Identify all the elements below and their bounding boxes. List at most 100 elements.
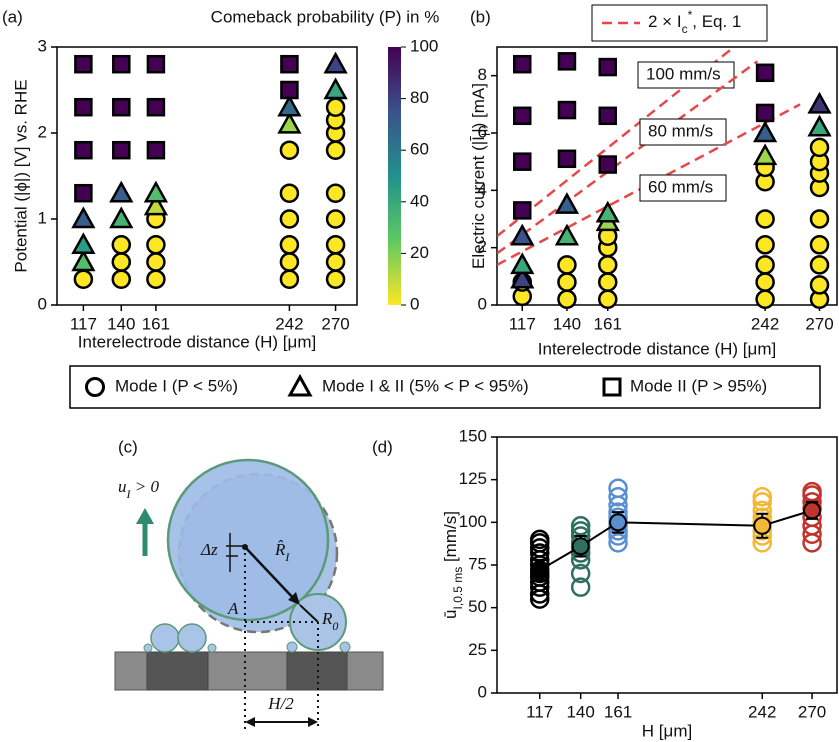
point [598, 57, 617, 77]
colorbar-tick-label: 60 [410, 140, 429, 159]
point [325, 252, 346, 272]
point [279, 269, 300, 289]
colorbar-label: Comeback probability (P) in % [211, 7, 440, 26]
point [111, 235, 132, 255]
sample [608, 478, 628, 498]
sample [529, 538, 550, 558]
point [146, 54, 166, 74]
radius-label: R0 [321, 609, 338, 633]
point [74, 183, 93, 203]
point-label: A [227, 599, 239, 618]
point [143, 193, 169, 216]
panel-label: (a) [2, 7, 23, 26]
label-part: c [682, 22, 688, 36]
x-tick-label: 117 [526, 702, 553, 721]
y-tick-label: 2 [38, 122, 47, 141]
point [112, 140, 131, 160]
point [597, 272, 618, 292]
x-tick-label: 270 [798, 702, 826, 721]
point [557, 272, 577, 292]
distance-label: H/2 [267, 694, 294, 713]
point [557, 149, 577, 169]
guide-line [497, 60, 759, 255]
line-label: 100 mm/s [646, 64, 721, 83]
x-tick-label: 161 [142, 314, 170, 333]
point [279, 209, 300, 229]
label-part: 2 × [648, 12, 677, 31]
point [146, 97, 166, 117]
point [112, 97, 131, 117]
label-part: u [118, 477, 127, 496]
point [111, 252, 132, 272]
velocity-label: uI > 0 [118, 477, 159, 501]
x-axis-label: Interelectrode distance (H) [μm] [78, 332, 316, 351]
x-tick-label: 161 [594, 314, 622, 333]
point [598, 155, 617, 174]
y-tick-label: 0 [478, 682, 487, 701]
point [287, 373, 313, 397]
point [595, 200, 620, 223]
y-axis-label: ūI,0.5 ms [mm/s] [441, 511, 465, 619]
y-tick-label: 125 [459, 469, 487, 488]
label-part: |) [mA] [469, 83, 488, 133]
legend-label: Mode I & II (5% < P < 95%) [322, 376, 529, 395]
arrow-head [136, 508, 154, 524]
point [752, 143, 778, 166]
panel-label: (b) [470, 7, 491, 26]
point [325, 183, 346, 203]
point [513, 106, 532, 126]
x-axis-label: Interelectrode distance (H) [μm] [538, 339, 776, 358]
point [597, 255, 618, 275]
arrow-head [308, 717, 318, 727]
y-tick-label: 8 [478, 65, 487, 84]
point [277, 111, 302, 134]
sample [802, 481, 822, 502]
point [279, 183, 300, 203]
colorbar-tick-label: 20 [410, 243, 429, 262]
point [809, 209, 830, 229]
point [143, 180, 169, 203]
point [71, 249, 96, 272]
y-tick-label: 3 [38, 36, 47, 55]
point [755, 289, 775, 310]
point [554, 223, 580, 246]
y-tick-label: 25 [468, 640, 487, 659]
point [323, 77, 348, 100]
panel-label: (c) [118, 437, 138, 456]
sample [608, 486, 628, 507]
point [146, 252, 166, 272]
x-tick-label: 270 [805, 314, 833, 333]
point [807, 91, 832, 114]
label-part: R [321, 609, 333, 628]
point [277, 94, 302, 117]
point [510, 223, 535, 246]
point [279, 140, 300, 160]
radius-arrow [244, 546, 297, 602]
point [554, 192, 580, 214]
point [325, 140, 346, 160]
point [755, 255, 775, 275]
x-tick-label: 140 [553, 314, 581, 333]
point [71, 232, 96, 255]
point [85, 377, 105, 397]
point [146, 235, 166, 255]
y-tick-label: 50 [468, 597, 487, 616]
y-tick-label: 4 [478, 180, 487, 199]
point [809, 275, 830, 295]
line-label-box [639, 118, 727, 146]
label-part: I [479, 133, 493, 136]
line-label: 80 mm/s [648, 121, 713, 140]
point [807, 114, 832, 137]
x-tick-label: 140 [566, 702, 594, 721]
colorbar [388, 47, 401, 305]
sample [752, 492, 772, 512]
sample [570, 577, 591, 597]
y-axis-label: Electric current (|ĪI|) [mA] [469, 83, 493, 269]
radius-small [299, 604, 319, 623]
label-part: R̂ [274, 540, 286, 559]
y-tick-label: 0 [38, 294, 47, 313]
point [280, 80, 299, 100]
guide-line [497, 103, 801, 266]
